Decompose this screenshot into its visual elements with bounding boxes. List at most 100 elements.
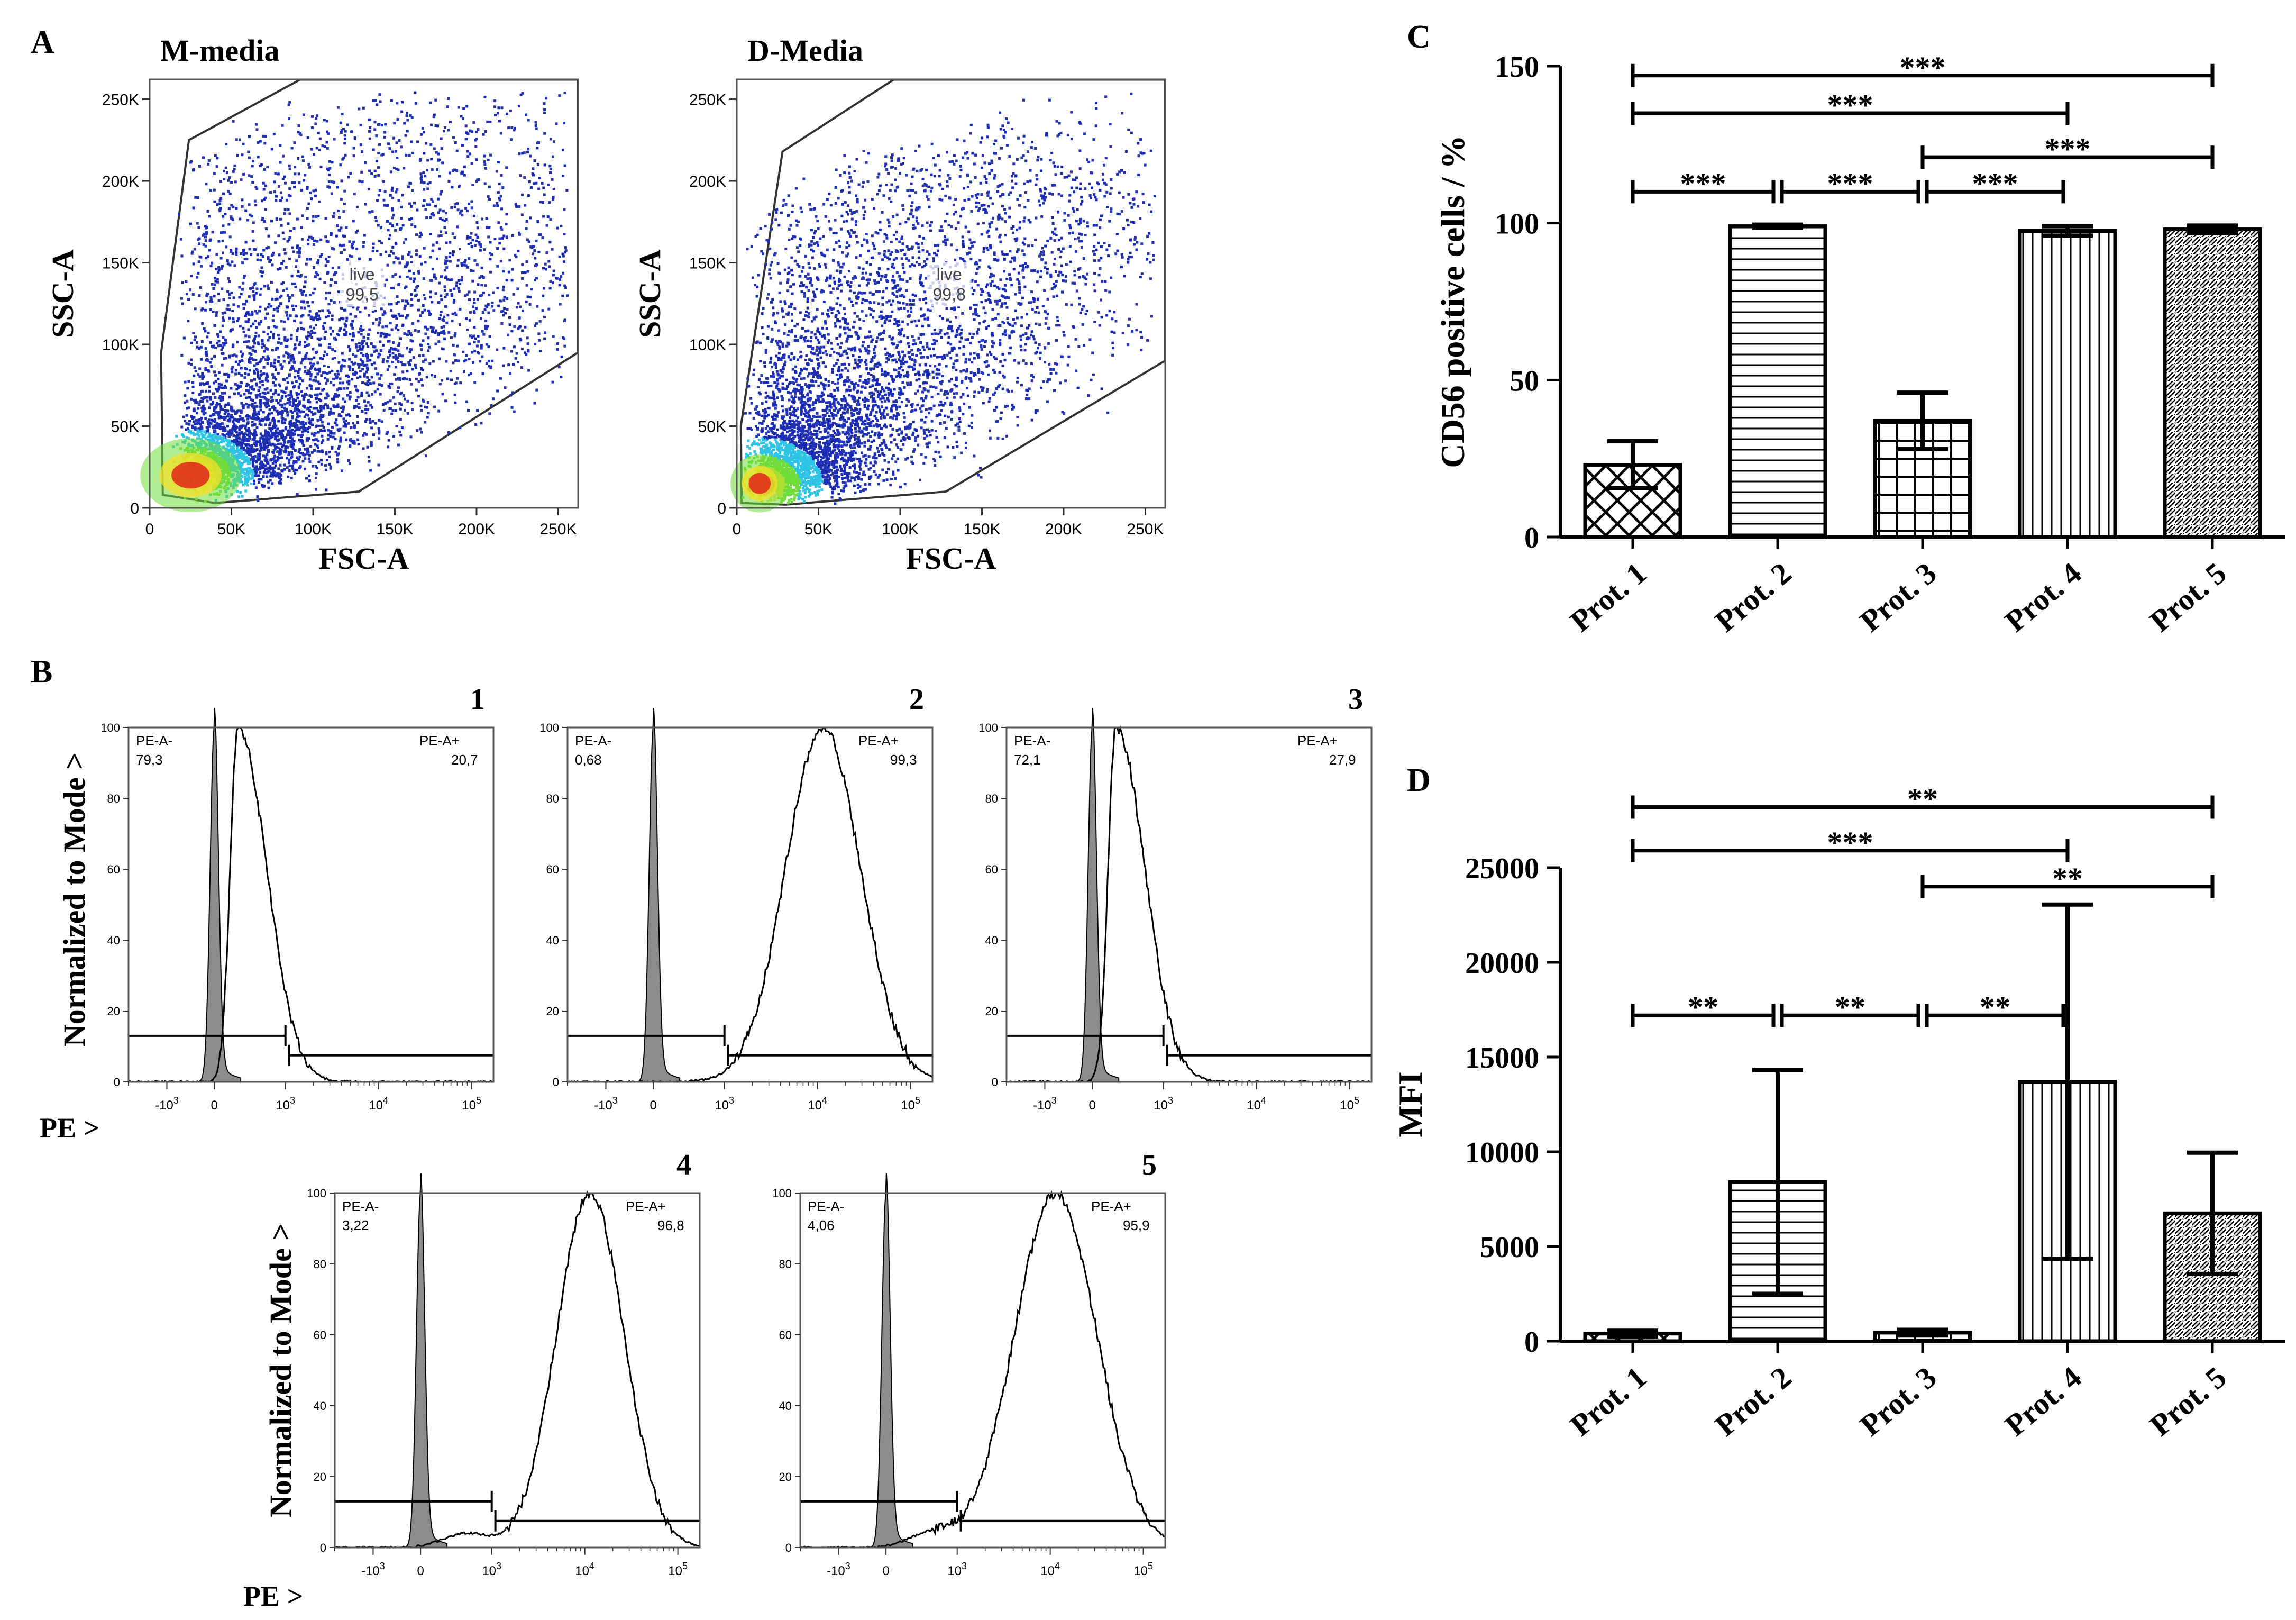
event-dot — [253, 417, 257, 421]
event-dot — [348, 240, 351, 243]
event-dot — [534, 279, 536, 282]
event-dot — [199, 345, 203, 349]
event-dot — [383, 284, 386, 287]
event-dot — [252, 414, 255, 417]
event-dot — [280, 367, 283, 370]
event-dot — [347, 413, 350, 416]
event-dot — [456, 202, 459, 205]
event-dot — [529, 245, 533, 249]
event-dot — [477, 128, 480, 131]
event-dot — [358, 345, 361, 348]
event-dot — [331, 348, 334, 351]
event-dot — [264, 455, 268, 458]
event-dot — [537, 332, 541, 335]
x-tick-label: 250K — [539, 521, 577, 538]
event-dot — [332, 435, 335, 439]
event-dot — [202, 404, 205, 407]
event-dot — [413, 202, 416, 205]
event-dot — [406, 276, 409, 278]
event-dot — [263, 459, 267, 461]
event-dot — [253, 364, 256, 367]
event-dot — [345, 331, 348, 334]
event-dot — [193, 338, 196, 341]
event-dot — [418, 372, 422, 375]
event-dot — [242, 276, 245, 279]
event-dot — [330, 233, 333, 236]
event-dot — [433, 147, 436, 150]
event-dot — [194, 401, 197, 404]
event-dot — [222, 429, 225, 432]
event-dot — [252, 294, 255, 297]
event-dot — [226, 439, 229, 442]
event-dot — [215, 314, 218, 317]
event-dot — [257, 389, 260, 392]
event-dot — [560, 376, 563, 378]
event-dot — [324, 330, 327, 333]
event-dot — [209, 396, 212, 399]
event-dot — [508, 316, 511, 319]
event-dot — [321, 449, 324, 452]
event-dot — [414, 225, 417, 228]
event-dot — [209, 296, 213, 299]
event-dot — [476, 351, 479, 354]
event-dot — [383, 135, 386, 139]
event-dot — [412, 280, 415, 283]
event-dot — [479, 249, 482, 252]
event-dot — [223, 392, 226, 395]
event-dot — [502, 298, 506, 302]
event-dot — [274, 172, 277, 175]
event-dot — [417, 270, 420, 273]
event-dot — [315, 401, 318, 404]
event-dot — [406, 399, 409, 403]
event-dot — [457, 279, 460, 282]
event-dot — [442, 348, 445, 351]
event-dot — [360, 325, 362, 328]
event-dot — [190, 275, 193, 278]
event-dot — [209, 397, 212, 401]
event-dot — [357, 363, 360, 366]
event-dot — [244, 476, 247, 479]
event-dot — [406, 370, 409, 373]
event-dot — [313, 449, 316, 452]
event-dot — [426, 159, 429, 162]
event-dot — [306, 447, 309, 450]
event-dot — [1004, 405, 1007, 408]
event-dot — [215, 406, 218, 409]
event-dot — [287, 317, 290, 321]
event-dot — [522, 309, 524, 312]
event-dot — [315, 117, 318, 120]
event-dot — [226, 425, 229, 428]
event-dot — [193, 366, 196, 369]
event-dot — [283, 468, 286, 471]
event-dot — [218, 403, 221, 406]
event-dot — [180, 433, 184, 436]
event-dot — [329, 284, 332, 287]
event-dot — [298, 251, 301, 254]
event-dot — [216, 438, 219, 441]
event-dot — [308, 401, 312, 404]
event-dot — [331, 330, 334, 333]
event-dot — [379, 340, 382, 343]
event-dot — [526, 336, 529, 340]
event-dot — [537, 187, 541, 190]
event-dot — [312, 362, 315, 366]
event-dot — [356, 438, 360, 441]
event-dot — [261, 461, 264, 464]
event-dot — [335, 418, 338, 422]
event-dot — [370, 342, 373, 345]
event-dot — [383, 131, 387, 134]
event-dot — [340, 387, 343, 390]
event-dot — [286, 457, 288, 460]
event-dot — [420, 431, 423, 434]
event-dot — [281, 410, 284, 413]
event-dot — [521, 152, 524, 155]
event-dot — [365, 367, 369, 370]
event-dot — [435, 151, 438, 154]
event-dot — [401, 299, 404, 303]
event-dot — [254, 204, 258, 207]
event-dot — [432, 214, 435, 217]
event-dot — [342, 317, 345, 321]
event-dot — [339, 436, 342, 440]
event-dot — [827, 457, 830, 460]
event-dot — [401, 258, 404, 260]
